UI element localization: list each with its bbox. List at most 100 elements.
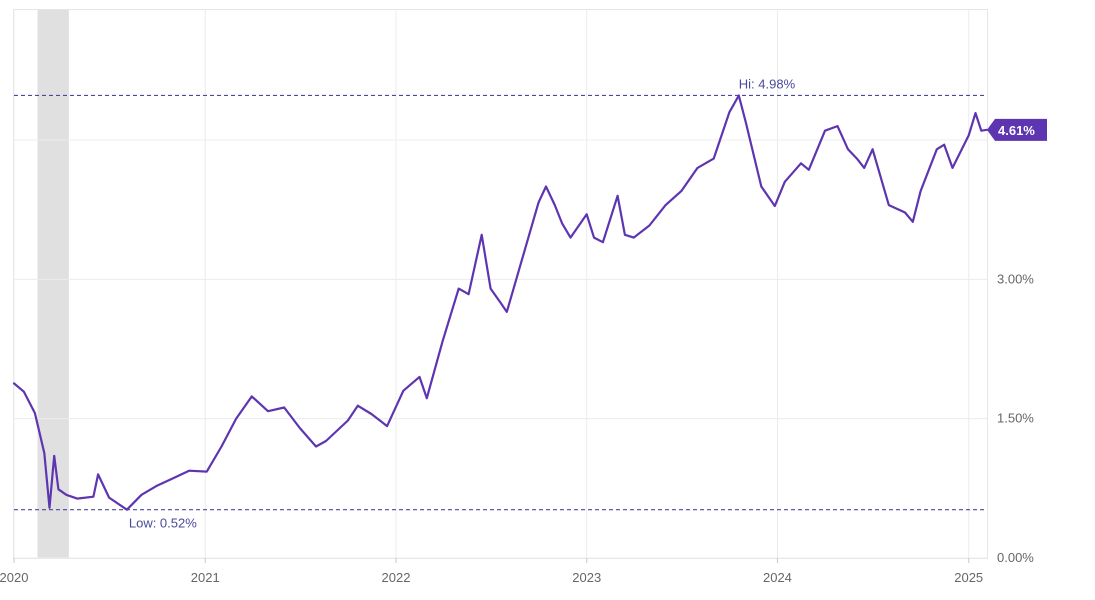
data-point (824, 129, 826, 132)
high-label: Hi: 4.98% (739, 76, 796, 91)
data-point (250, 395, 253, 398)
data-point (836, 125, 839, 127)
data-point (426, 397, 428, 400)
data-point (325, 440, 327, 442)
data-point (936, 148, 938, 151)
data-point (489, 287, 492, 290)
data-point (206, 470, 208, 473)
data-point (712, 157, 715, 160)
low-label: Low: 0.52% (129, 516, 197, 531)
data-point (457, 287, 460, 290)
data-point (800, 162, 802, 165)
data-point (48, 507, 51, 509)
data-point (863, 167, 865, 169)
data-point (92, 495, 95, 498)
data-point (97, 473, 99, 476)
data-point (616, 194, 619, 197)
data-point (545, 185, 547, 188)
data-point (418, 376, 421, 378)
data-point (299, 427, 301, 429)
data-point (65, 494, 68, 496)
x-tick-label: 2023 (572, 570, 601, 585)
y-tick-label: 0.00% (997, 550, 1034, 565)
data-point (480, 233, 483, 236)
data-point (220, 445, 223, 448)
grid-layer (13, 10, 987, 563)
data-point (441, 340, 444, 343)
data-point (386, 425, 388, 427)
y-tick-label: 3.00% (997, 271, 1034, 286)
data-point (783, 181, 786, 183)
data-point (53, 455, 56, 457)
data-point (569, 236, 572, 239)
data-point (561, 222, 563, 225)
data-point (156, 484, 158, 487)
data-point (172, 477, 175, 479)
reference-line-layer (14, 94, 987, 511)
data-point (760, 185, 763, 188)
data-point (911, 220, 914, 223)
data-point (632, 236, 635, 239)
data-point (76, 497, 79, 500)
data-point (283, 406, 285, 409)
data-point (744, 120, 747, 123)
data-point (522, 255, 524, 257)
data-point (357, 404, 359, 407)
plot-area-border (13, 9, 988, 559)
data-point (943, 143, 945, 146)
data-point (593, 236, 595, 239)
data-point (967, 134, 970, 137)
data-point (602, 241, 604, 244)
data-point (43, 452, 46, 454)
last-value-label: 4.61% (998, 123, 1035, 138)
data-point (648, 224, 651, 227)
data-point (57, 488, 60, 491)
data-point (919, 190, 922, 192)
data-point (847, 148, 849, 151)
data-point (887, 204, 890, 206)
data-point (624, 233, 626, 236)
data-point (890, 205, 892, 207)
data-point (774, 205, 776, 207)
data-point (235, 417, 237, 420)
data-point (904, 211, 906, 214)
data-point (974, 112, 977, 114)
label-layer: 2020 2021 2022 2023 2024 2025 0.00% 1.50% 3.00% H… (0, 76, 1047, 585)
x-tick-label: 2020 (0, 570, 28, 585)
data-point (13, 382, 15, 385)
data-point (664, 204, 667, 206)
data-point (585, 213, 588, 216)
data-point (402, 390, 405, 392)
data-point (467, 293, 470, 296)
x-tick-label: 2022 (382, 570, 411, 585)
data-point (370, 413, 373, 415)
data-point (680, 190, 683, 192)
data-point (315, 445, 317, 448)
data-point (871, 148, 874, 151)
data-point (34, 412, 36, 414)
data-point (554, 204, 556, 206)
y-tick-label: 1.50% (997, 411, 1034, 426)
data-point (951, 167, 954, 169)
data-point (728, 111, 731, 113)
data-point (188, 469, 190, 472)
x-tick-label: 2021 (191, 570, 220, 585)
data-point (808, 168, 810, 171)
data-point (537, 201, 540, 204)
x-tick-label: 2025 (954, 570, 983, 585)
data-point (499, 301, 502, 304)
last-value-badge (987, 118, 1047, 141)
data-point (108, 496, 110, 499)
data-point (126, 508, 128, 511)
data-point (856, 157, 858, 160)
data-point (980, 129, 983, 132)
data-point (140, 494, 143, 496)
series-layer (12, 94, 989, 511)
data-point (737, 94, 740, 97)
data-point (347, 419, 349, 422)
data-point (696, 167, 699, 169)
data-point (23, 390, 25, 393)
x-tick-label: 2024 (763, 570, 792, 585)
data-point (505, 311, 508, 313)
